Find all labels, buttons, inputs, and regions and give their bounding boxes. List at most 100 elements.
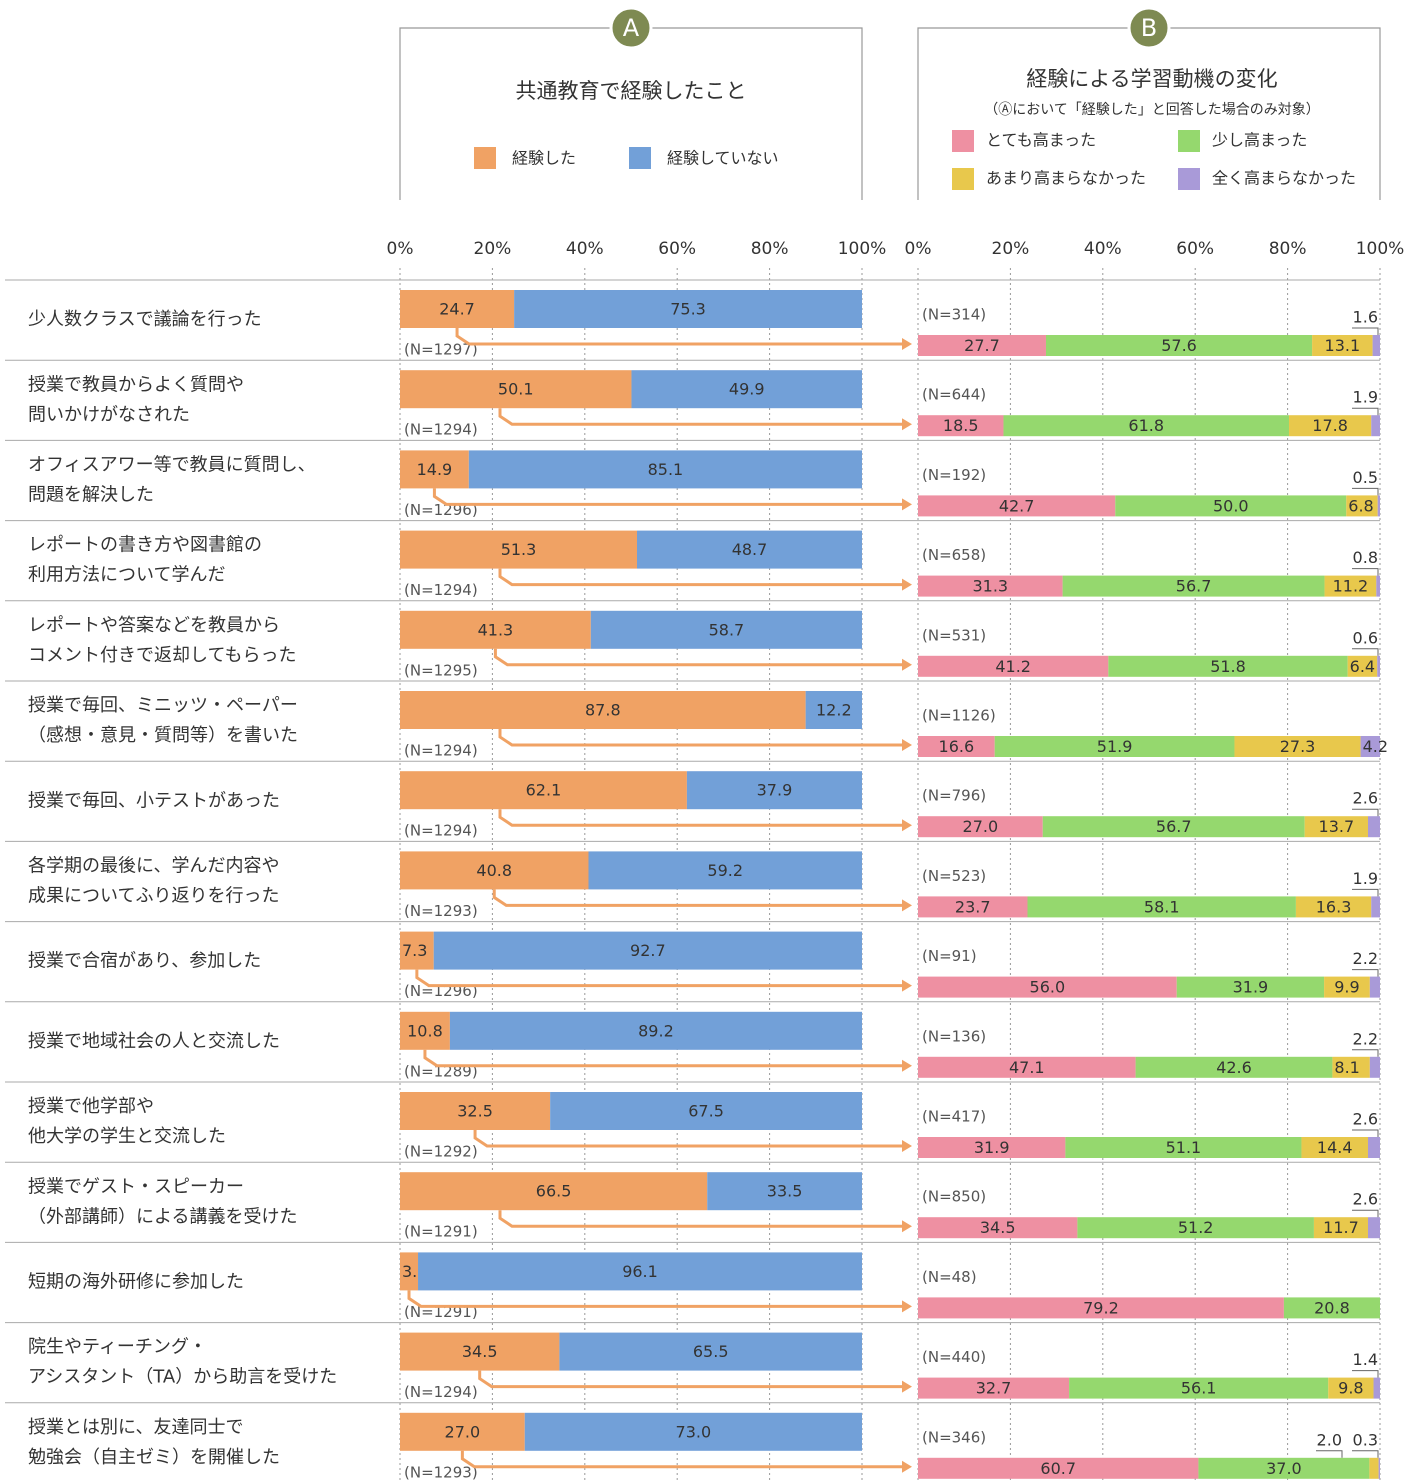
bar-segment xyxy=(1234,736,1361,757)
value-label: 51.1 xyxy=(1166,1138,1202,1157)
bar-segment xyxy=(1176,976,1325,998)
value-label: 9.9 xyxy=(1334,978,1359,997)
n-label: (N=1293) xyxy=(404,902,478,920)
bar-segment xyxy=(918,1297,1284,1319)
n-label: (N=48) xyxy=(922,1268,977,1286)
legend-swatch xyxy=(1178,130,1200,152)
bar-segment xyxy=(1369,1056,1380,1078)
n-label: (N=531) xyxy=(922,626,986,644)
n-label: (N=644) xyxy=(922,386,986,404)
bar-segment xyxy=(637,530,862,569)
legend-label: 少し高まった xyxy=(1212,131,1307,150)
category-label: （外部講師）による講義を受けた xyxy=(28,1206,297,1227)
bar-segment xyxy=(918,495,1116,517)
value-label: 2.0 xyxy=(1317,1430,1342,1449)
bar-segment xyxy=(918,655,1109,677)
value-label: 85.1 xyxy=(648,460,684,479)
category-label: レポートや答案などを教員から xyxy=(28,615,280,636)
bar-segment xyxy=(400,1172,708,1211)
category-label: 授業で毎回、ミニッツ・ペーパー xyxy=(28,695,298,716)
arrow xyxy=(473,1130,904,1148)
value-label: 13.7 xyxy=(1319,817,1355,836)
label-bracket xyxy=(1352,1209,1379,1218)
value-label: 1.9 xyxy=(1353,388,1378,407)
bar-segment xyxy=(1062,575,1325,597)
arrow xyxy=(407,1290,904,1308)
n-label: (N=346) xyxy=(922,1428,986,1446)
arrow-head xyxy=(902,578,912,591)
value-label: 87.8 xyxy=(585,701,621,720)
category-label: 授業で教員からよく質問や xyxy=(28,374,244,395)
bar-segment xyxy=(550,1092,862,1130)
legend-label: とても高まった xyxy=(986,131,1096,150)
bar-segment xyxy=(1377,495,1380,517)
category-label: （感想・意見・質問等）を書いた xyxy=(28,725,298,746)
category-label: 院生やティーチング・ xyxy=(28,1337,207,1358)
legend-swatch xyxy=(474,147,496,169)
n-label: (N=1295) xyxy=(404,661,478,679)
value-label: 50.1 xyxy=(498,380,534,399)
legend-label: あまり高まらなかった xyxy=(986,169,1146,188)
chart-title: 経験による学習動機の変化 xyxy=(1026,67,1277,91)
bar-segment xyxy=(400,1011,450,1050)
category-label: 授業とは別に、友達同士で xyxy=(28,1417,243,1438)
value-label: 16.6 xyxy=(939,737,975,756)
bar-segment xyxy=(433,931,862,970)
bar-segment xyxy=(468,450,862,489)
value-label: 2.6 xyxy=(1353,1190,1378,1209)
bar-segment xyxy=(631,370,862,409)
value-label: 16.3 xyxy=(1316,897,1352,916)
n-label: (N=1294) xyxy=(404,742,478,760)
value-label: 89.2 xyxy=(638,1021,674,1040)
label-bracket xyxy=(1352,1129,1379,1137)
value-label: 2.2 xyxy=(1353,1029,1378,1048)
category-label: 問いかけがなされた xyxy=(28,404,190,425)
value-label: 58.1 xyxy=(1144,897,1180,916)
value-label: 32.7 xyxy=(976,1379,1012,1398)
value-label: 56.7 xyxy=(1156,817,1192,836)
value-label: 0.3 xyxy=(1353,1430,1378,1449)
bar-segment xyxy=(1108,655,1348,677)
value-label: 50.0 xyxy=(1213,496,1249,515)
bar-segment xyxy=(514,290,862,328)
bar-segment xyxy=(918,896,1028,918)
value-label: 31.9 xyxy=(974,1138,1010,1157)
arrow-head xyxy=(902,739,912,751)
chart-title: 共通教育で経験したこと xyxy=(516,79,747,103)
arrow-head xyxy=(902,1380,912,1393)
bar-segment xyxy=(1367,1217,1380,1239)
bar-segment xyxy=(1346,495,1378,517)
arrow-head xyxy=(902,899,912,912)
value-label: 47.1 xyxy=(1009,1058,1045,1077)
legend-swatch xyxy=(1178,168,1200,190)
category-label: 授業でゲスト・スピーカー xyxy=(28,1176,244,1197)
bar-segment xyxy=(1328,1377,1374,1399)
value-label: 17.8 xyxy=(1312,416,1348,435)
value-label: 24.7 xyxy=(439,300,475,319)
chart-subtitle: （Ⓐにおいて「経験した」と回答した場合のみ対象） xyxy=(984,101,1320,118)
bar-segment xyxy=(686,771,862,810)
value-label: 57.6 xyxy=(1161,336,1197,355)
value-label: 2.6 xyxy=(1353,789,1378,808)
value-label: 96.1 xyxy=(622,1262,658,1281)
value-label: 9.8 xyxy=(1338,1379,1363,1398)
value-label: 18.5 xyxy=(943,416,979,435)
value-label: 14.4 xyxy=(1317,1138,1353,1157)
x-tick-label: 60% xyxy=(1176,239,1214,259)
arrow xyxy=(498,408,904,426)
bar-segment xyxy=(1115,495,1347,517)
label-bracket xyxy=(1352,648,1379,656)
bar-segment xyxy=(918,335,1046,356)
bar-segment xyxy=(918,736,995,757)
bar-segment xyxy=(400,1252,419,1291)
x-tick-label: 100% xyxy=(1356,239,1405,259)
bar-segment xyxy=(1367,816,1380,838)
bar-segment xyxy=(918,816,1043,838)
bar-segment xyxy=(1371,896,1380,918)
x-tick-label: 0% xyxy=(387,239,414,259)
label-bracket xyxy=(1352,969,1379,977)
value-label: 27.0 xyxy=(963,817,999,836)
bar-segment xyxy=(707,1172,862,1211)
x-tick-label: 80% xyxy=(1269,239,1307,259)
